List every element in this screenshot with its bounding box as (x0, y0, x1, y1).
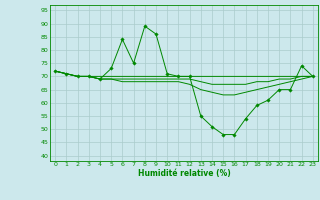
X-axis label: Humidité relative (%): Humidité relative (%) (138, 169, 230, 178)
